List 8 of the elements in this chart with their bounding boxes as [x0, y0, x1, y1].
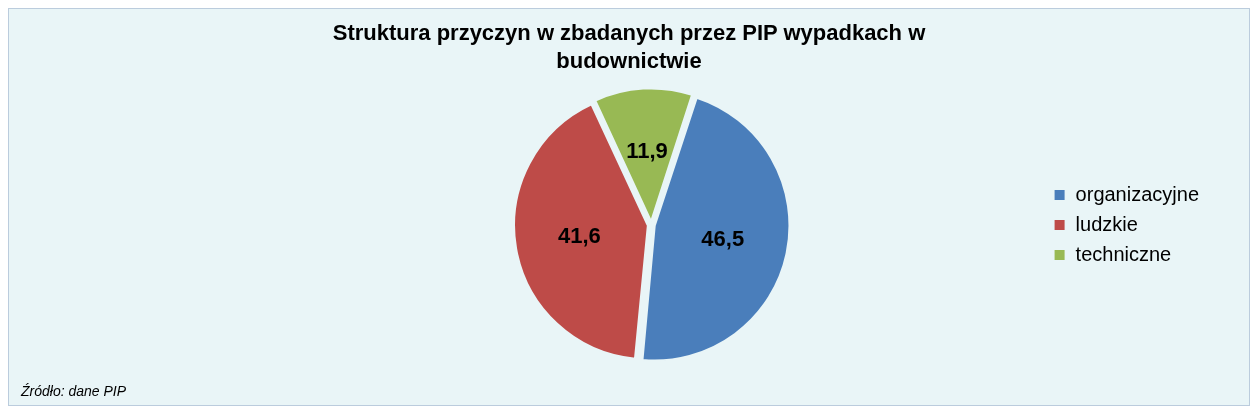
legend-label: techniczne [1075, 242, 1172, 265]
legend-label: ludzkie [1075, 212, 1138, 235]
data-label: 41,6 [557, 223, 601, 249]
chart-title: Struktura przyczyn w zbadanych przez PIP wypadkach w budownictwie [331, 19, 927, 75]
data-label: 46,5 [701, 225, 745, 251]
text: Źródło: dane PIP [21, 383, 127, 399]
legend-label: organizacyjne [1075, 182, 1200, 205]
data-label: 11,9 [626, 138, 668, 164]
